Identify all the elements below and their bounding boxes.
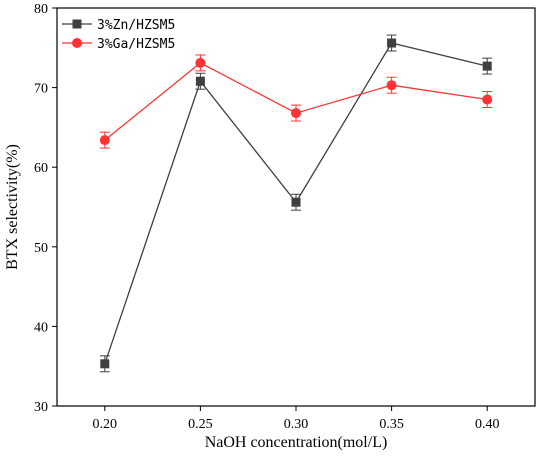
series-2 bbox=[99, 54, 493, 149]
legend-item: 3%Zn/HZSM5 bbox=[62, 18, 175, 33]
x-axis-title: NaOH concentration(mol/L) bbox=[205, 434, 388, 451]
series-1 bbox=[99, 34, 493, 373]
legend: 3%Zn/HZSM5 3%Ga/HZSM5 bbox=[62, 18, 175, 52]
legend-marker bbox=[72, 38, 82, 48]
x-tick-label: 0.20 bbox=[93, 417, 118, 432]
y-tick-label: 80 bbox=[34, 2, 48, 17]
data-point bbox=[195, 76, 205, 86]
x-tick-label: 0.40 bbox=[475, 417, 500, 432]
data-point bbox=[386, 80, 397, 91]
y-tick-label: 40 bbox=[34, 320, 48, 335]
legend-label: 3%Zn/HZSM5 bbox=[97, 18, 175, 33]
y-tick-label: 30 bbox=[34, 400, 48, 415]
series-line bbox=[104, 62, 488, 141]
chart-marks bbox=[99, 34, 493, 373]
data-point bbox=[387, 38, 397, 48]
y-tick-label: 50 bbox=[34, 241, 48, 256]
x-tick-label: 0.35 bbox=[379, 417, 404, 432]
y-axis-title: BTX selectivity(%) bbox=[4, 144, 21, 270]
axis-ticks: 0.20 0.25 0.30 0.35 0.40 30 40 50 60 70 80 bbox=[34, 2, 499, 432]
data-point bbox=[482, 61, 492, 71]
data-point bbox=[195, 57, 206, 68]
legend-label: 3%Ga/HZSM5 bbox=[97, 37, 175, 52]
data-point bbox=[291, 197, 301, 207]
y-tick-label: 70 bbox=[34, 82, 48, 97]
y-tick-label: 60 bbox=[34, 161, 48, 176]
data-point bbox=[291, 108, 301, 119]
data-point bbox=[99, 135, 110, 146]
data-point bbox=[482, 94, 493, 105]
legend-marker bbox=[72, 19, 82, 29]
legend-item: 3%Ga/HZSM5 bbox=[62, 37, 175, 52]
data-point bbox=[100, 359, 110, 369]
x-tick-label: 0.25 bbox=[188, 417, 213, 432]
x-tick-label: 0.30 bbox=[284, 417, 309, 432]
